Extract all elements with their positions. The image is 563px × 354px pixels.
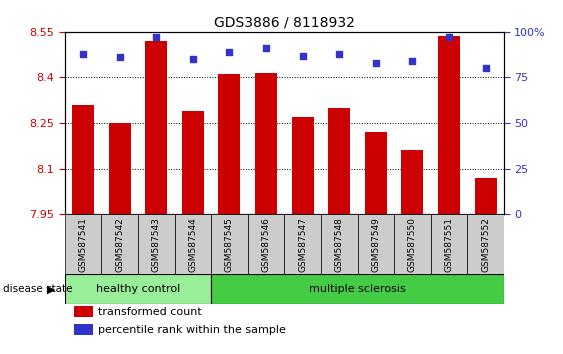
- Bar: [321, 214, 358, 274]
- Bar: [211, 274, 504, 304]
- Bar: [438, 36, 460, 214]
- Bar: [74, 306, 93, 317]
- Bar: [182, 111, 204, 214]
- Text: GSM587549: GSM587549: [372, 217, 380, 272]
- Bar: [394, 214, 431, 274]
- Bar: [65, 274, 211, 304]
- Point: [298, 53, 307, 58]
- Text: GSM587551: GSM587551: [445, 217, 453, 272]
- Text: GSM587547: GSM587547: [298, 217, 307, 272]
- Bar: [145, 41, 167, 214]
- Text: GSM587542: GSM587542: [115, 217, 124, 272]
- Text: GSM587546: GSM587546: [262, 217, 270, 272]
- Bar: [248, 214, 284, 274]
- Text: transformed count: transformed count: [98, 307, 202, 317]
- Text: GSM587550: GSM587550: [408, 217, 417, 272]
- Bar: [74, 324, 93, 335]
- Point: [445, 34, 454, 40]
- Bar: [292, 117, 314, 214]
- Text: healthy control: healthy control: [96, 284, 180, 295]
- Point: [225, 49, 234, 55]
- Text: percentile rank within the sample: percentile rank within the sample: [98, 325, 286, 335]
- Bar: [284, 214, 321, 274]
- Point: [79, 51, 88, 57]
- Bar: [475, 178, 497, 214]
- Bar: [401, 150, 423, 214]
- Text: ▶: ▶: [47, 284, 55, 295]
- Bar: [109, 123, 131, 214]
- Point: [188, 56, 197, 62]
- Text: GSM587544: GSM587544: [189, 217, 197, 272]
- Bar: [358, 214, 394, 274]
- Bar: [72, 105, 94, 214]
- Title: GDS3886 / 8118932: GDS3886 / 8118932: [214, 15, 355, 29]
- Point: [152, 34, 161, 40]
- Text: GSM587548: GSM587548: [335, 217, 343, 272]
- Bar: [101, 214, 138, 274]
- Bar: [255, 73, 277, 214]
- Bar: [467, 214, 504, 274]
- Bar: [328, 108, 350, 214]
- Point: [372, 60, 381, 66]
- Bar: [218, 74, 240, 214]
- Text: GSM587543: GSM587543: [152, 217, 160, 272]
- Text: GSM587552: GSM587552: [481, 217, 490, 272]
- Bar: [431, 214, 467, 274]
- Bar: [65, 214, 101, 274]
- Text: GSM587545: GSM587545: [225, 217, 234, 272]
- Text: GSM587541: GSM587541: [79, 217, 87, 272]
- Point: [481, 65, 490, 71]
- Point: [334, 51, 343, 57]
- Bar: [138, 214, 175, 274]
- Bar: [175, 214, 211, 274]
- Text: disease state: disease state: [3, 284, 72, 295]
- Point: [115, 55, 124, 60]
- Bar: [211, 214, 248, 274]
- Point: [261, 45, 270, 51]
- Point: [408, 58, 417, 64]
- Text: multiple sclerosis: multiple sclerosis: [309, 284, 406, 295]
- Bar: [365, 132, 387, 214]
